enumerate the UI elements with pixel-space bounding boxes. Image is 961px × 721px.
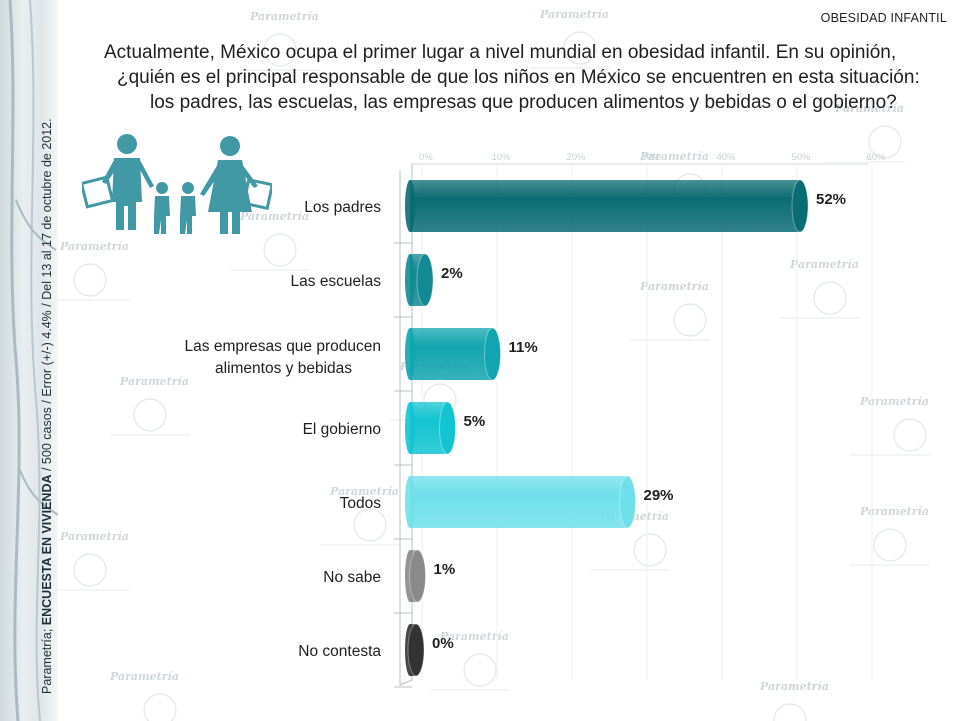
bar [405, 327, 501, 381]
x-tick-label: 50% [791, 152, 811, 163]
bar [405, 253, 434, 307]
value-labels: 52% 2% 11% 5% 29% 1% 0% [432, 191, 846, 652]
watermark-circle [868, 125, 902, 159]
watermark-circle [73, 263, 107, 297]
bar-end-cap [407, 623, 425, 677]
watermark-circle [263, 33, 297, 67]
bar-end-cap [409, 549, 426, 603]
watermark-circle [893, 418, 927, 452]
value-label: 1% [434, 561, 456, 578]
watermark-word: Parametría [119, 375, 189, 388]
value-label: 2% [441, 265, 463, 282]
x-tick-label: 40% [716, 152, 736, 163]
watermark-word: Parametría [859, 505, 929, 518]
watermark-word: Parametría [639, 280, 709, 293]
watermark-word: Parametría [789, 258, 859, 271]
branch-decoration [8, 0, 58, 721]
watermark-word: Parametría [439, 630, 509, 643]
watermark-word: Parametría [249, 10, 319, 23]
bar-body [410, 476, 628, 528]
watermark-word: Parametría [539, 8, 609, 21]
bar-end-cap [484, 327, 501, 381]
watermark-circle [353, 508, 387, 542]
bar-base-cap [405, 328, 415, 380]
watermark-word: Parametría [639, 150, 709, 163]
category-labels: Los padres Las escuelas Las empresas que p… [185, 199, 382, 660]
family-logo [82, 134, 272, 234]
category-label: No contesta [298, 643, 381, 660]
bar-base-cap [405, 476, 415, 528]
watermark-circle [143, 693, 177, 721]
bar-end-cap [416, 253, 434, 307]
category-label: El gobierno [303, 421, 381, 438]
watermark-circle [873, 528, 907, 562]
bar [405, 475, 636, 529]
value-label: 0% [432, 635, 454, 652]
watermark-word: Parametría [59, 240, 129, 253]
watermark-circle [463, 653, 497, 687]
x-tick-label: 30% [641, 152, 661, 163]
category-label: No sabe [323, 569, 381, 586]
watermark-word: Parametría [759, 680, 829, 693]
topic-title: OBESIDAD INFANTIL [820, 11, 947, 25]
category-label: Los padres [304, 199, 381, 216]
bar [405, 401, 456, 455]
watermark-word: Parametría [859, 395, 929, 408]
x-tick-label: 0% [419, 152, 433, 163]
bar-body [410, 328, 493, 380]
value-label: 29% [644, 487, 674, 504]
bar-body [410, 180, 800, 232]
bar [405, 623, 425, 677]
value-label: 11% [509, 339, 538, 356]
left-decorative-strip [0, 0, 58, 721]
x-tick-label: 60% [866, 152, 886, 163]
watermark-circle [813, 281, 847, 315]
bar-end-cap [619, 475, 636, 529]
watermark-circle [633, 533, 667, 567]
watermark-word: Parametría [834, 102, 904, 115]
bar-end-cap [439, 401, 456, 455]
watermark-word: Parametría [329, 485, 399, 498]
watermark-word: Parametría [239, 210, 309, 223]
question-line-3: los padres, las escuelas, las empresas q… [150, 92, 897, 113]
x-tick-label: 20% [566, 152, 586, 163]
value-label: 52% [816, 191, 846, 208]
watermark-word: Parametría [59, 530, 129, 543]
watermark-circle [73, 553, 107, 587]
watermark-circle [563, 31, 597, 65]
watermark-circle [673, 303, 707, 337]
bar-end-cap [791, 179, 809, 233]
x-tick-label: 10% [491, 152, 511, 163]
bars [405, 179, 809, 677]
category-label: Todos [340, 495, 382, 512]
watermark-circle [773, 703, 807, 721]
question-line-2: ¿quién es el principal responsable de qu… [117, 67, 920, 88]
category-label: Las empresas que producen alimentos y beb… [185, 338, 381, 377]
bar-base-cap [405, 402, 415, 454]
bar [405, 179, 809, 233]
survey-question: Actualmente, México ocupa el primer luga… [90, 40, 940, 115]
bar-base-cap [405, 180, 415, 232]
watermark-word: Parametría [109, 670, 179, 683]
watermark-circle [133, 398, 167, 432]
bar [405, 549, 426, 603]
bar-base-cap [405, 254, 415, 306]
question-line-1: Actualmente, México ocupa el primer luga… [104, 42, 897, 63]
category-label: Las escuelas [291, 273, 382, 290]
value-label: 5% [464, 413, 486, 430]
watermark-circle [263, 233, 297, 267]
